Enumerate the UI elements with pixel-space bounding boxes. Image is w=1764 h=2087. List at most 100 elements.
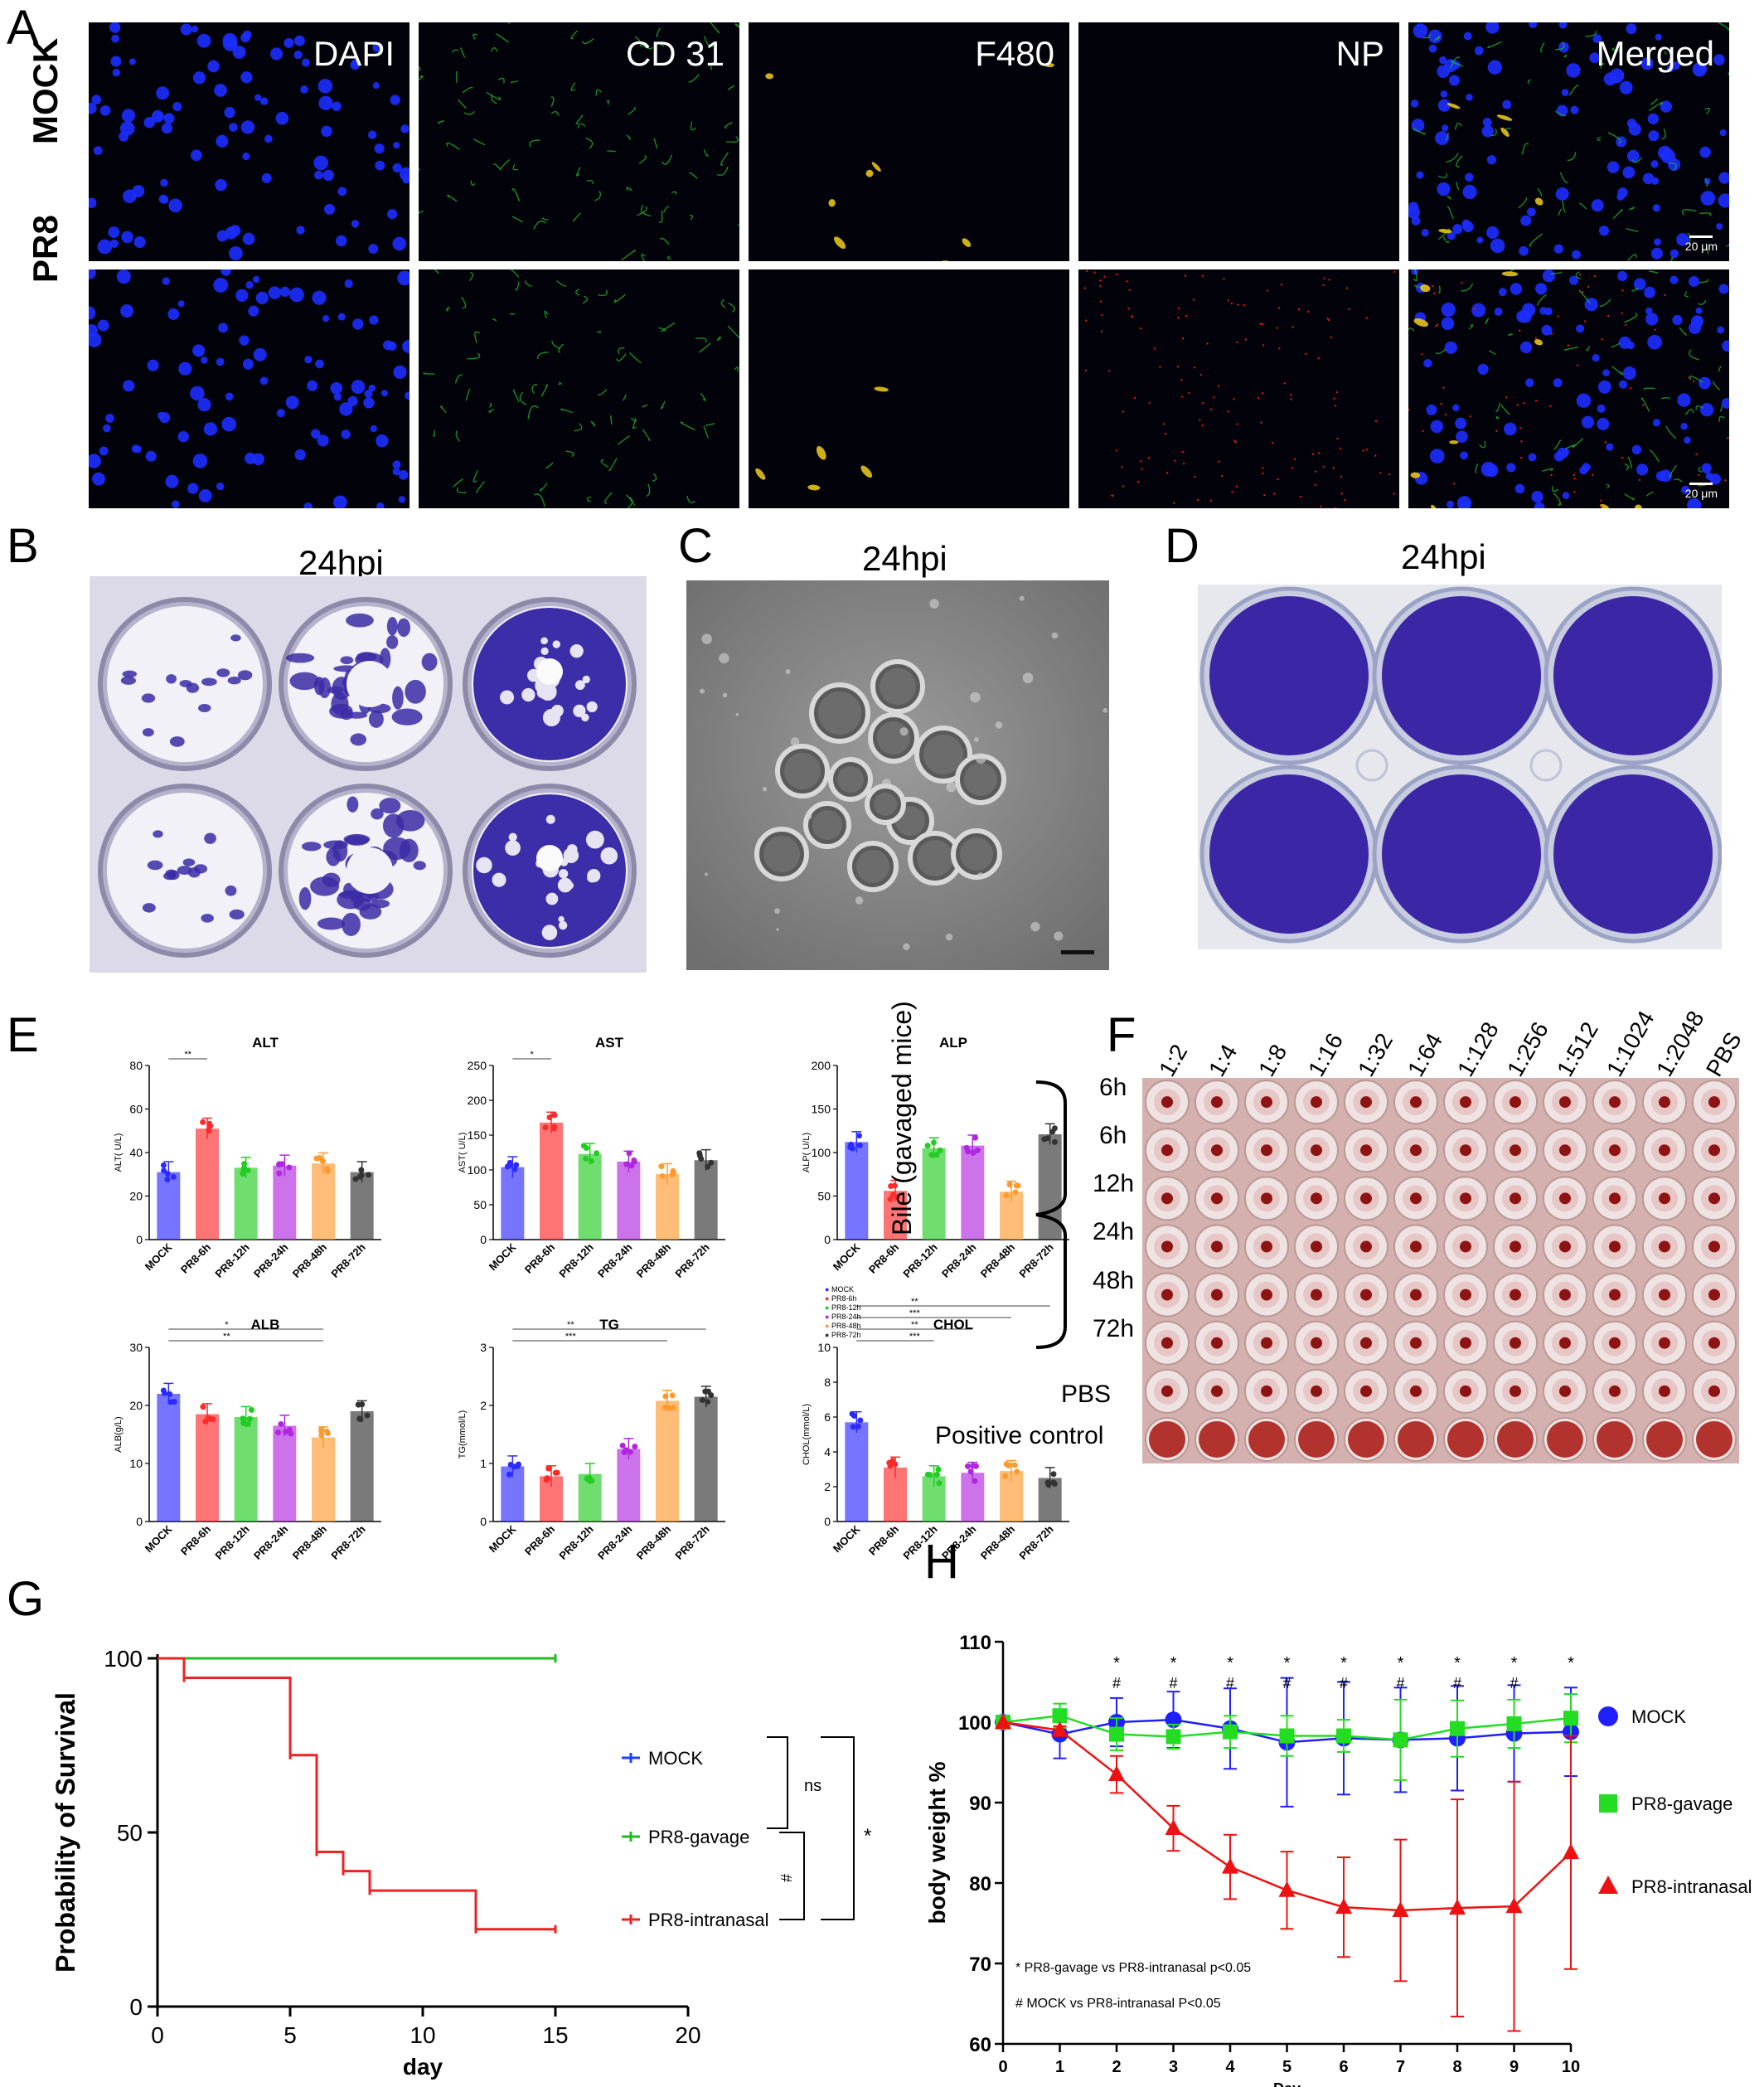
rbc-button [1410,1240,1422,1252]
stain-patch [346,796,358,812]
data-point [857,1143,863,1148]
np-dot [1128,289,1130,291]
fibre [551,97,554,107]
np-dot [1600,505,1602,507]
np-dot [1362,449,1364,451]
fibre [614,294,625,302]
np-dot [1312,454,1314,455]
y-tick-label: 10 [129,1457,143,1470]
np-dot [1393,271,1395,273]
data-point [167,1391,172,1397]
nucleus [1632,445,1641,454]
y-tick-label: 0 [824,1233,831,1246]
nucleus [1599,226,1609,235]
x-tick-label: 4 [1225,2058,1235,2076]
nucleus [99,447,109,456]
rbc-button [1460,1192,1471,1204]
dilution-label: 1:8 [1253,1040,1292,1081]
stain-patch [148,861,163,870]
y-tick-label: 70 [969,1954,991,1976]
stain-patch [286,653,314,663]
fibre [607,151,615,152]
panel-label-f: F [1107,1007,1136,1063]
fibre [419,76,423,81]
fibre [476,482,484,493]
fibre [671,192,676,194]
np-dot [1235,441,1237,443]
data-point [206,1128,211,1134]
nucleus [392,460,400,468]
micrograph-pr8-2 [749,269,1069,508]
stain-patch [346,614,374,628]
debris [700,689,705,694]
nucleus [351,220,359,227]
nucleus [1650,160,1658,167]
nucleus [1634,278,1646,290]
np-dot [1243,304,1244,306]
rbc-button [1311,1240,1322,1252]
data-point [278,1421,284,1427]
nucleus [1510,283,1522,294]
data-point [546,1114,552,1120]
fibre [1438,173,1447,177]
nucleus [289,288,304,303]
fibre [690,216,692,220]
nucleus [1449,75,1460,85]
nucleus [1437,182,1450,196]
x-tick-label: PR8-6h [522,1522,557,1557]
debris [946,782,956,792]
nucleus [371,425,377,432]
x-tick-label: PR8-12h [556,1522,595,1561]
survival-line-2 [158,1658,555,1929]
rbc-button [1659,1192,1670,1204]
plaque [521,688,535,701]
stain-patch [142,693,155,702]
fibre [427,269,439,274]
nucleus [387,209,397,219]
y-axis-label: body weight % [924,1761,950,1924]
x-tick-label: PR8-48h [290,1522,329,1561]
data-point [847,1144,853,1150]
np-dot [1323,278,1325,279]
data-point [1002,1473,1008,1479]
bar [501,1167,524,1240]
fibre [526,280,532,286]
np-dot [1193,298,1195,300]
np-dot [1201,425,1203,426]
dilution-label: 1:2 [1154,1040,1193,1081]
fibre [618,348,624,354]
y-tick-label: 0 [136,1515,143,1528]
np-dot [1292,326,1293,328]
debris [805,813,812,819]
fibre [1727,241,1729,246]
rbc-button [1609,1144,1621,1156]
data-point [513,1162,519,1167]
plaque [575,680,585,690]
np-dot [1432,285,1433,287]
data-point [325,1168,331,1174]
rbc-button [1410,1289,1422,1301]
legend-item-mock: ● MOCK [825,1285,860,1294]
rbc-button [1659,1240,1670,1252]
rbc-button [1460,1144,1471,1156]
nucleus [220,269,230,276]
fibre [687,496,695,502]
np-dot [1227,410,1228,412]
x-tick-label: MOCK [487,1240,519,1273]
x-tick-label: 5 [1282,2058,1292,2076]
y-axis-label: TG(mmol/L) [458,1410,468,1459]
np-dot [1374,454,1376,456]
nucleus [1542,325,1553,336]
data-point [662,1394,668,1400]
np-dot [1206,342,1208,344]
nucleus [1463,221,1474,232]
fibre [1509,334,1513,336]
data-point [551,1124,557,1129]
fibre [1488,41,1502,47]
y-tick-label: 250 [468,1059,487,1072]
stain-patch [351,733,367,745]
nucleus [225,392,234,400]
rbc-button [1659,1386,1670,1397]
nucleus [121,231,133,244]
virion-core [837,766,864,793]
